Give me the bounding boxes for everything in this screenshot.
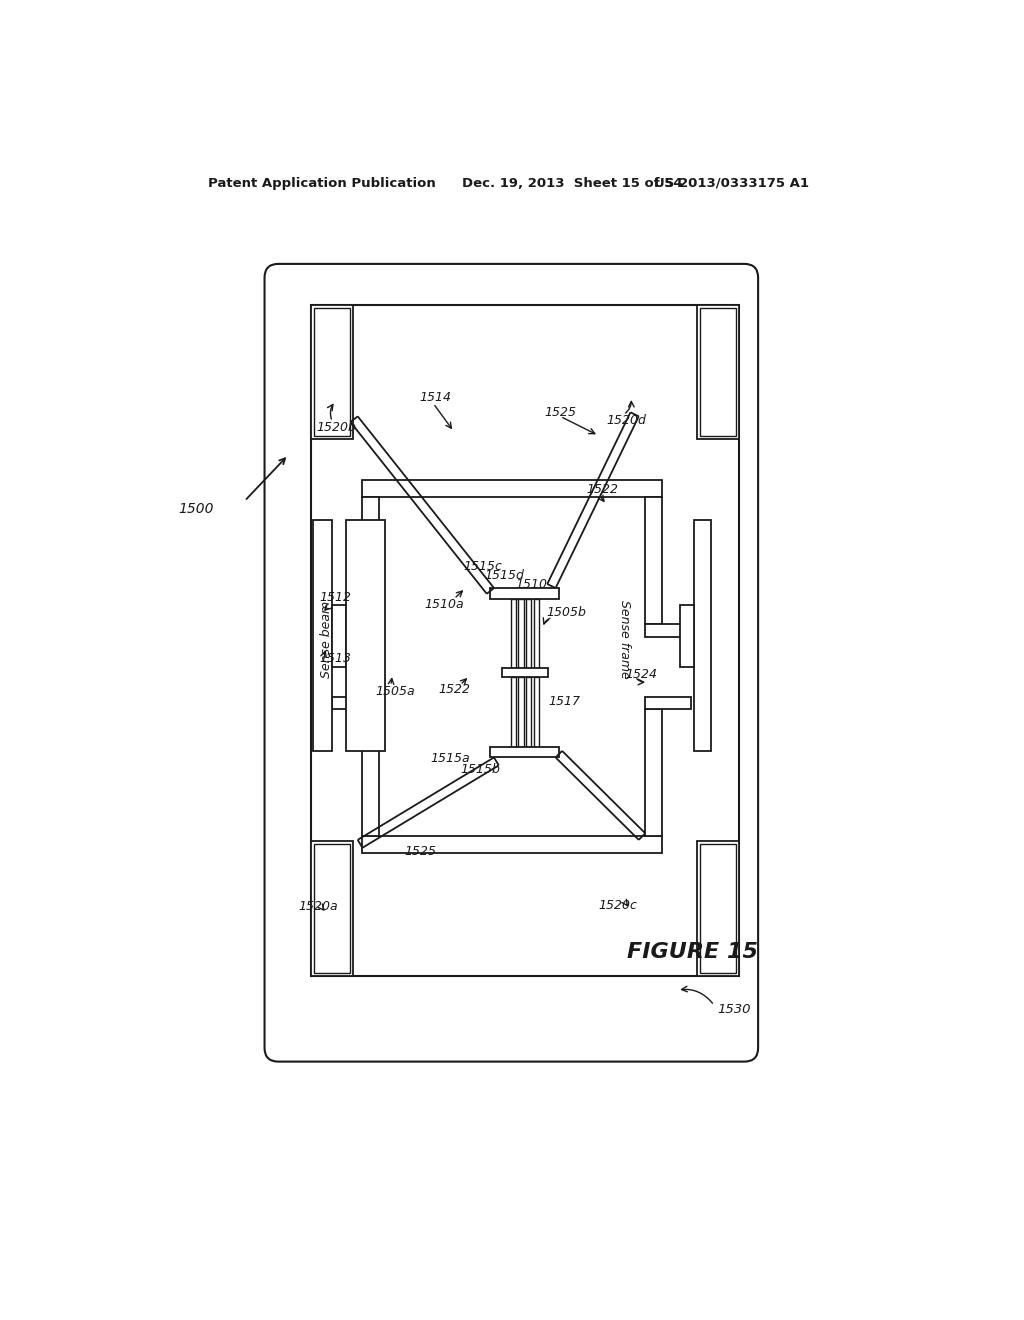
- Text: 1520c: 1520c: [599, 899, 638, 912]
- Polygon shape: [680, 605, 694, 667]
- Text: 1515b: 1515b: [460, 763, 500, 776]
- Polygon shape: [511, 677, 516, 747]
- Polygon shape: [490, 589, 559, 599]
- Polygon shape: [645, 624, 691, 636]
- Text: 1525: 1525: [403, 845, 436, 858]
- Text: 1522: 1522: [438, 684, 471, 696]
- Polygon shape: [361, 480, 662, 498]
- Polygon shape: [534, 599, 539, 668]
- Text: 1517: 1517: [549, 694, 581, 708]
- Polygon shape: [502, 668, 548, 677]
- Polygon shape: [490, 747, 559, 758]
- Polygon shape: [361, 498, 379, 624]
- Text: 1520a: 1520a: [298, 900, 338, 913]
- Text: Patent Application Publication: Patent Application Publication: [208, 177, 435, 190]
- Polygon shape: [645, 697, 691, 709]
- Polygon shape: [534, 677, 539, 747]
- Polygon shape: [511, 599, 516, 668]
- Text: Sense frame: Sense frame: [617, 601, 631, 678]
- Text: 1505b: 1505b: [547, 606, 586, 619]
- Text: FIGURE 15: FIGURE 15: [628, 941, 758, 961]
- Polygon shape: [310, 305, 353, 440]
- Text: 1515a: 1515a: [431, 752, 470, 766]
- Text: 1520b: 1520b: [316, 421, 356, 434]
- Polygon shape: [310, 305, 739, 977]
- Text: 1520d: 1520d: [606, 413, 646, 426]
- Text: 1500: 1500: [178, 502, 214, 516]
- Polygon shape: [518, 599, 523, 668]
- Polygon shape: [696, 305, 739, 440]
- Polygon shape: [313, 308, 350, 437]
- Text: US 2013/0333175 A1: US 2013/0333175 A1: [654, 177, 809, 190]
- Polygon shape: [526, 677, 531, 747]
- Polygon shape: [333, 624, 379, 636]
- Text: 1530: 1530: [717, 1003, 751, 1016]
- Polygon shape: [346, 520, 385, 751]
- Text: 1514: 1514: [419, 391, 452, 404]
- Text: Dec. 19, 2013  Sheet 15 of 54: Dec. 19, 2013 Sheet 15 of 54: [462, 177, 682, 190]
- Text: 1505a: 1505a: [376, 685, 415, 698]
- Polygon shape: [645, 709, 662, 836]
- Polygon shape: [361, 836, 662, 853]
- Text: 1510a: 1510a: [425, 598, 464, 611]
- Text: 1515d: 1515d: [484, 569, 524, 582]
- FancyBboxPatch shape: [264, 264, 758, 1061]
- Polygon shape: [310, 841, 353, 977]
- Polygon shape: [694, 520, 711, 751]
- Text: 1510: 1510: [515, 578, 548, 591]
- Polygon shape: [699, 308, 736, 437]
- Polygon shape: [333, 697, 379, 709]
- Polygon shape: [696, 841, 739, 977]
- Polygon shape: [313, 845, 350, 973]
- Text: 1525: 1525: [545, 407, 577, 418]
- Polygon shape: [333, 605, 346, 667]
- Text: 1515c: 1515c: [463, 560, 502, 573]
- Polygon shape: [526, 599, 531, 668]
- Polygon shape: [361, 709, 379, 836]
- Polygon shape: [645, 498, 662, 624]
- Text: 1512: 1512: [319, 591, 351, 603]
- Polygon shape: [313, 520, 333, 751]
- Text: 1513: 1513: [319, 652, 351, 665]
- Polygon shape: [699, 845, 736, 973]
- Text: Sense beam: Sense beam: [319, 601, 333, 678]
- Polygon shape: [518, 677, 523, 747]
- Text: 1524: 1524: [626, 668, 657, 681]
- Text: 1522: 1522: [587, 483, 618, 496]
